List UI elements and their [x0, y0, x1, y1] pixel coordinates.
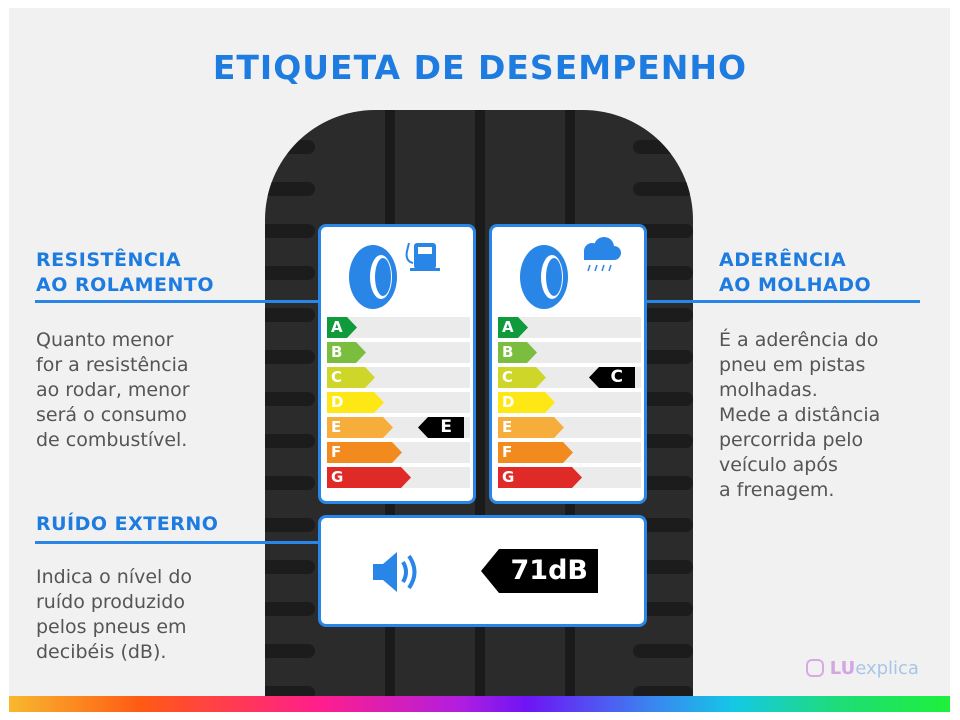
wet-grip-text: É a aderência do pneu em pistas molhadas. M…	[719, 329, 881, 501]
grade-arrow-c: C	[498, 367, 546, 388]
rolling-resistance-text: Quanto menor for a resistência ao rodar, m…	[36, 329, 190, 451]
grade-arrow-e: E	[327, 417, 393, 438]
noise-connector-line	[35, 541, 320, 544]
fuel-pump-icon	[405, 242, 440, 271]
grade-arrow-d: D	[327, 392, 384, 413]
page-title: ETIQUETA DE DESEMPENHO	[212, 48, 748, 87]
grade-row-a: A	[498, 317, 641, 338]
grade-arrow-e: E	[498, 417, 564, 438]
noise-card: 71dB	[318, 515, 647, 627]
grade-arrow-g: G	[327, 467, 411, 488]
tire-rain-icon	[520, 237, 621, 309]
grade-row-d: D	[498, 392, 641, 413]
grade-row-b: B	[498, 342, 641, 363]
rolling-resistance-heading: RESISTÊNCIA AO ROLAMENTO	[36, 249, 214, 296]
grade-arrow-a: A	[498, 317, 528, 338]
tire-fuel-icon	[349, 242, 440, 309]
grade-arrow-d: D	[498, 392, 555, 413]
grade-arrow-b: B	[498, 342, 537, 363]
grade-arrow-b: B	[327, 342, 366, 363]
grade-arrow-c: C	[327, 367, 375, 388]
grade-row-c: C	[327, 367, 470, 388]
rating-marker: C	[589, 367, 635, 388]
right-connector-line	[644, 300, 920, 303]
speech-bubble-icon	[806, 659, 824, 677]
lu-explica-logo: LUexplica	[806, 658, 919, 679]
grade-row-g: G	[498, 467, 641, 488]
grade-row-a: A	[327, 317, 470, 338]
grade-row-b: B	[327, 342, 470, 363]
grade-arrow-a: A	[327, 317, 357, 338]
rain-cloud-icon	[584, 237, 621, 272]
left-connector-line	[35, 300, 320, 303]
grade-arrow-f: F	[327, 442, 402, 463]
rainbow-footer-bar	[9, 696, 950, 712]
grade-row-d: D	[327, 392, 470, 413]
grade-row-e: E	[498, 417, 641, 438]
grade-row-f: F	[327, 442, 470, 463]
speaker-icon	[373, 552, 417, 592]
grade-row-g: G	[327, 467, 470, 488]
noise-value-badge: 71dB	[481, 549, 598, 593]
grade-arrow-g: G	[498, 467, 582, 488]
grade-arrow-f: F	[498, 442, 573, 463]
rating-marker: E	[418, 417, 464, 438]
grade-row-f: F	[498, 442, 641, 463]
noise-text: Indica o nível do ruído produzido pelos pn…	[36, 566, 193, 663]
wet-grip-heading: ADERÊNCIA AO MOLHADO	[719, 249, 872, 296]
noise-heading: RUÍDO EXTERNO	[36, 513, 219, 535]
